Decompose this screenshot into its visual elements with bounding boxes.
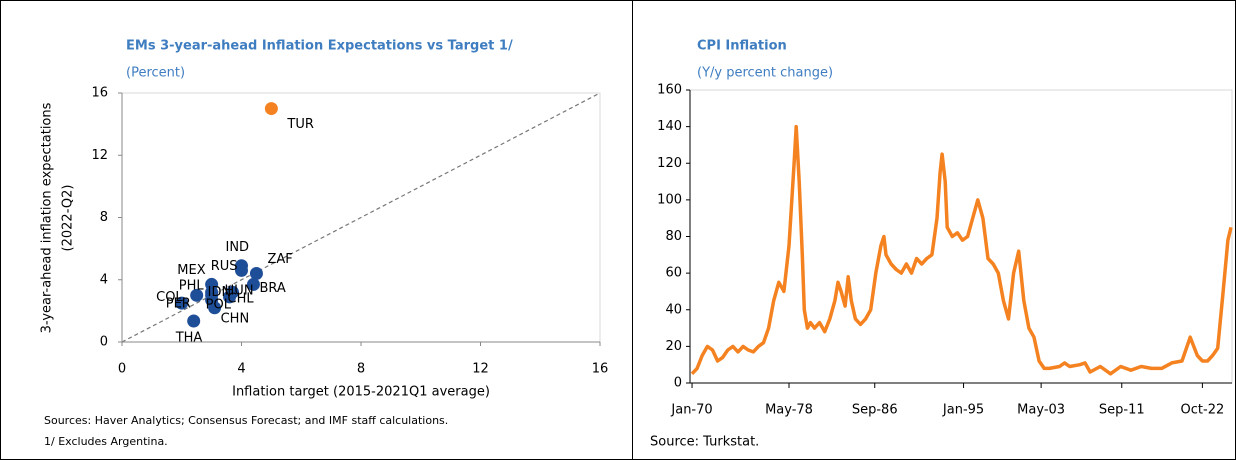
x-tick-label: May-03	[1017, 403, 1065, 418]
chart-title: EMs 3-year-ahead Inflation Expectations …	[126, 39, 513, 54]
y-tick-label: 40	[665, 302, 682, 317]
note: 1/ Excludes Argentina.	[44, 435, 168, 448]
point	[187, 314, 201, 328]
chart-subtitle: (Percent)	[126, 66, 185, 81]
y-axis-label: (2022-Q2)	[61, 185, 76, 252]
point-label: CHL	[228, 291, 255, 306]
point-label: RUS	[211, 259, 238, 274]
x-tick-label: Jan-95	[942, 403, 984, 418]
point	[264, 102, 278, 116]
y-tick-label: 80	[665, 229, 682, 244]
y-tick-label: 16	[91, 86, 108, 101]
point-label: TUR	[286, 117, 314, 132]
x-tick-label: 0	[118, 362, 126, 377]
point-label: ZAF	[267, 252, 292, 267]
point-label: BRA	[259, 281, 285, 296]
point	[223, 290, 237, 304]
y-tick-label: 0	[674, 376, 682, 391]
point	[190, 288, 204, 302]
x-tick-label: Oct-22	[1181, 403, 1225, 418]
point-label: IDN	[208, 285, 232, 300]
y-tick-label: 140	[657, 119, 682, 134]
point	[246, 277, 260, 291]
point	[235, 263, 248, 277]
y-tick-label: 160	[657, 83, 682, 98]
point-label: PER	[166, 297, 191, 312]
point-label: POL	[206, 297, 232, 312]
chart-subtitle: (Y/y percent change)	[697, 66, 833, 81]
x-tick-label: 12	[472, 362, 489, 377]
point	[175, 296, 189, 310]
y-tick-label: 8	[100, 210, 108, 225]
point-label: THA	[175, 330, 203, 345]
x-tick-label: 8	[357, 362, 365, 377]
y-tick-label: 60	[665, 266, 682, 281]
note: Sources: Haver Analytics; Consensus Fore…	[44, 414, 448, 427]
point	[249, 267, 263, 281]
x-tick-label: Sep-11	[1099, 403, 1145, 418]
point-label: HUN	[225, 284, 254, 299]
x-axis-label: Inflation target (2015-2021Q1 average)	[232, 385, 490, 400]
point-label: COL	[156, 290, 183, 305]
point	[208, 301, 222, 315]
chart-title: CPI Inflation	[697, 39, 787, 54]
y-tick-label: 100	[657, 192, 682, 207]
y-tick-label: 4	[100, 272, 108, 287]
reference-line	[121, 92, 601, 343]
point-label: CHN	[221, 311, 250, 326]
point-label: IND	[226, 240, 250, 255]
y-tick-label: 120	[657, 156, 682, 171]
line	[690, 124, 1233, 376]
y-tick-label: 0	[100, 335, 108, 350]
point-label: MEX	[177, 263, 205, 278]
x-tick-label: Sep-86	[852, 403, 898, 418]
y-tick-label: 12	[91, 148, 108, 163]
point-label: PHL	[179, 279, 205, 294]
x-tick-label: Jan-70	[670, 403, 712, 418]
y-tick-label: 20	[665, 339, 682, 354]
y-axis-label: 3-year-ahead inflation expectations	[40, 102, 55, 333]
x-tick-label: 4	[237, 362, 245, 377]
note: Source: Turkstat.	[650, 435, 759, 450]
x-tick-label: May-78	[765, 403, 813, 418]
x-tick-label: 16	[592, 362, 609, 377]
